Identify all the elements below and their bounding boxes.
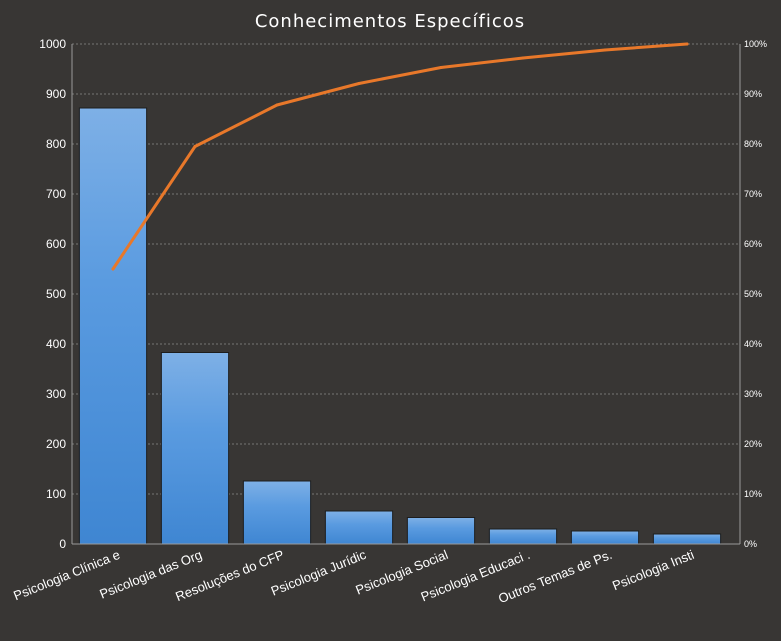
x-tick-label: Psicologia Insti <box>610 547 696 593</box>
y-tick-label: 500 <box>46 287 66 301</box>
y-tick-label: 1000 <box>39 37 66 51</box>
y2-tick-label: 80% <box>744 139 762 149</box>
y-tick-label: 100 <box>46 487 66 501</box>
y-tick-label: 600 <box>46 237 66 251</box>
y2-tick-label: 20% <box>744 439 762 449</box>
bar <box>488 528 558 545</box>
y2-tick-label: 30% <box>744 389 762 399</box>
bar <box>242 480 312 545</box>
line-point <box>275 103 279 107</box>
y2-tick-label: 50% <box>744 289 762 299</box>
y-tick-label: 300 <box>46 387 66 401</box>
y2-tick-label: 10% <box>744 489 762 499</box>
y-tick-label: 0 <box>59 537 66 551</box>
y2-tick-label: 70% <box>744 189 762 199</box>
bar <box>78 107 148 545</box>
y2-tick-label: 40% <box>744 339 762 349</box>
y-tick-label: 900 <box>46 87 66 101</box>
gridlines <box>72 43 740 495</box>
y2-tick-label: 90% <box>744 89 762 99</box>
axes <box>71 44 741 545</box>
line-point <box>439 66 443 69</box>
line-point <box>111 267 115 271</box>
y-tick-label: 700 <box>46 187 66 201</box>
line-point <box>521 56 525 60</box>
line-point <box>193 145 197 148</box>
chart-title: Conhecimentos Específicos <box>255 11 525 32</box>
bar <box>160 352 230 545</box>
y-tick-label: 800 <box>46 137 66 151</box>
line-point <box>357 82 361 85</box>
cumulative-line <box>111 42 689 271</box>
y2-tick-label: 60% <box>744 239 762 249</box>
bar-series <box>78 107 722 545</box>
line-point <box>685 42 689 46</box>
y-axis-ticks: 0 100 200 300 400 500 600 700 800 900 1000 <box>39 37 66 551</box>
line-point <box>603 48 607 52</box>
y2-tick-label: 0% <box>744 539 757 549</box>
bar <box>570 530 640 545</box>
y2-axis-ticks: 0% 10% 20% 30% 40% 50% 60% 70% 80% 90% 100% <box>744 39 767 549</box>
bar <box>652 533 722 545</box>
x-tick-label: Psicologia Jurídic <box>269 547 369 599</box>
y-tick-label: 200 <box>46 437 66 451</box>
cumulative-line-series <box>111 42 689 271</box>
y2-tick-label: 100% <box>744 39 767 49</box>
y-tick-label: 400 <box>46 337 66 351</box>
bar <box>406 517 476 545</box>
bar <box>324 510 394 545</box>
